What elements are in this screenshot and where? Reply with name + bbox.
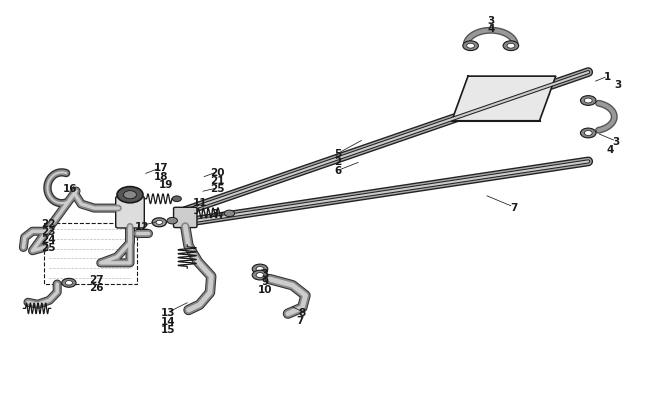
- FancyBboxPatch shape: [116, 197, 144, 228]
- Text: 18: 18: [154, 171, 168, 181]
- Text: 3: 3: [487, 16, 495, 26]
- Text: 13: 13: [161, 308, 175, 318]
- Circle shape: [252, 264, 268, 274]
- Text: 6: 6: [334, 166, 342, 176]
- FancyBboxPatch shape: [174, 208, 197, 228]
- Circle shape: [580, 96, 596, 106]
- Circle shape: [467, 44, 474, 49]
- Circle shape: [507, 44, 515, 49]
- Text: 22: 22: [42, 219, 56, 228]
- Text: 3: 3: [261, 269, 269, 278]
- Circle shape: [256, 267, 264, 272]
- Circle shape: [124, 191, 136, 199]
- Text: 8: 8: [298, 307, 306, 317]
- Text: 27: 27: [89, 275, 103, 284]
- Text: 3: 3: [614, 80, 621, 90]
- Circle shape: [117, 187, 143, 203]
- Circle shape: [167, 218, 177, 224]
- Text: 7: 7: [510, 202, 517, 212]
- Text: 2: 2: [334, 157, 342, 167]
- Circle shape: [463, 42, 478, 51]
- Text: 20: 20: [211, 167, 225, 177]
- Text: 25: 25: [211, 183, 225, 193]
- Text: 24: 24: [42, 235, 56, 245]
- Circle shape: [584, 131, 592, 136]
- Circle shape: [65, 281, 73, 286]
- Text: 23: 23: [42, 227, 56, 237]
- Text: 1: 1: [604, 72, 612, 82]
- Text: 9: 9: [262, 277, 268, 286]
- Text: 21: 21: [211, 175, 225, 185]
- Text: 5: 5: [334, 149, 342, 159]
- Text: 10: 10: [258, 285, 272, 294]
- Circle shape: [580, 129, 596, 139]
- Text: 7: 7: [296, 315, 304, 325]
- Text: 4: 4: [606, 145, 614, 155]
- Circle shape: [252, 271, 268, 280]
- Text: 26: 26: [89, 283, 103, 292]
- Text: 3: 3: [612, 137, 620, 147]
- Text: 4: 4: [487, 24, 495, 34]
- Text: 11: 11: [193, 198, 207, 207]
- Circle shape: [152, 218, 166, 227]
- Text: 14: 14: [161, 316, 175, 326]
- Text: 19: 19: [159, 179, 173, 189]
- Text: 17: 17: [154, 163, 168, 173]
- Text: 15: 15: [161, 324, 175, 334]
- Circle shape: [503, 42, 519, 51]
- Circle shape: [584, 99, 592, 104]
- Polygon shape: [452, 77, 556, 122]
- Text: 3: 3: [211, 209, 218, 219]
- Text: 16: 16: [63, 183, 77, 193]
- Circle shape: [62, 279, 76, 288]
- Circle shape: [172, 196, 181, 202]
- Text: 25: 25: [42, 243, 56, 253]
- Text: 12: 12: [135, 221, 149, 231]
- Circle shape: [156, 221, 162, 225]
- Circle shape: [224, 211, 235, 217]
- Circle shape: [256, 273, 264, 278]
